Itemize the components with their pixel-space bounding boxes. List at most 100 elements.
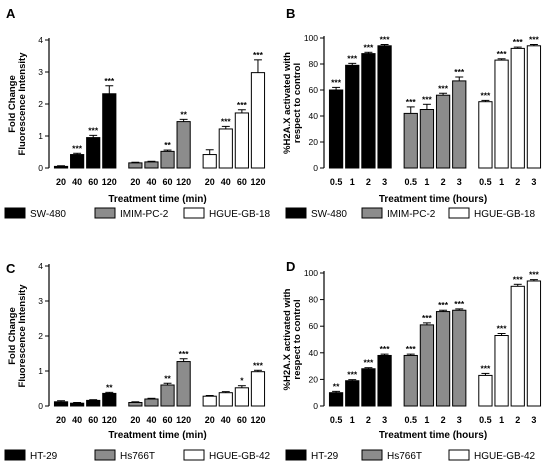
x-tick-label: 120	[102, 415, 117, 425]
significance-label: ***	[454, 67, 465, 77]
x-tick-label: 2	[441, 177, 446, 187]
bar	[452, 80, 467, 169]
x-tick-label: 20	[205, 177, 215, 187]
bar	[250, 371, 266, 407]
significance-label: ***	[480, 90, 491, 100]
y-tick-label: 40	[309, 111, 319, 121]
legend-label: HGUE-GB-42	[474, 451, 536, 462]
bar	[328, 89, 344, 169]
bar	[70, 154, 85, 169]
panel-letter: B	[286, 6, 295, 21]
y-tick-label: 2	[38, 331, 43, 341]
x-axis-label: Treatment time (hours)	[379, 194, 487, 205]
significance-label: ***	[497, 324, 508, 334]
significance-label: ***	[363, 358, 374, 368]
bar	[202, 395, 217, 407]
bar	[176, 361, 191, 407]
legend-label: SW-480	[30, 209, 66, 220]
bar	[70, 402, 85, 407]
x-tick-label: 3	[531, 415, 536, 425]
significance-label: ***	[221, 116, 232, 126]
bar	[510, 47, 525, 169]
y-axis-label-line1: Fold Change	[7, 307, 18, 365]
significance-label: ***	[72, 143, 83, 153]
y-tick-label: 1	[38, 366, 43, 376]
y-axis-label-line2: Fluorescence Intensity	[17, 52, 28, 156]
significance-label: ***	[529, 270, 540, 280]
y-tick-label: 2	[38, 99, 43, 109]
x-tick-label: 2	[515, 415, 520, 425]
x-tick-label: 60	[88, 177, 98, 187]
bar	[419, 324, 435, 407]
x-tick-label: 40	[146, 415, 156, 425]
bar	[202, 154, 217, 169]
significance-label: ***	[88, 125, 99, 135]
y-tick-label: 0	[38, 401, 43, 411]
y-axis-label-line1: %H2A.X activated with	[282, 288, 293, 390]
bar	[102, 392, 117, 407]
x-tick-label: 20	[130, 415, 140, 425]
x-tick-label: 1	[499, 415, 504, 425]
significance-label: ***	[497, 49, 508, 59]
bar	[128, 402, 143, 407]
x-tick-label: 20	[56, 415, 66, 425]
chart-panel-c: C 0 1 2 3 4 Fold Change Fluorescence Intensity 2…	[4, 261, 271, 462]
significance-label: *	[240, 376, 244, 386]
significance-label: ***	[513, 37, 524, 47]
y-tick-label: 80	[309, 295, 319, 305]
bar	[250, 72, 266, 169]
significance-label: ***	[380, 344, 391, 354]
x-tick-label: 0.5	[404, 177, 417, 187]
significance-label: ***	[363, 42, 374, 52]
x-tick-label: 20	[130, 177, 140, 187]
panel-letter: D	[286, 259, 295, 274]
bar	[452, 309, 467, 407]
legend-swatch	[448, 207, 470, 219]
significance-label: ***	[438, 300, 449, 310]
x-tick-label: 0.5	[404, 415, 417, 425]
y-tick-label: 40	[309, 348, 319, 358]
significance-label: ***	[331, 77, 342, 87]
x-tick-label: 40	[72, 177, 82, 187]
bar	[478, 374, 493, 407]
x-tick-label: 1	[350, 415, 355, 425]
bar	[526, 280, 542, 407]
bar	[435, 311, 451, 407]
y-tick-label: 20	[309, 374, 319, 384]
bar	[176, 121, 191, 169]
legend-swatch	[94, 449, 116, 461]
legend-swatch	[285, 207, 307, 219]
panel-letter: C	[6, 261, 16, 276]
significance-label: ***	[380, 35, 391, 45]
x-tick-label: 60	[88, 415, 98, 425]
legend-swatch	[4, 449, 26, 461]
bar	[494, 335, 509, 407]
y-axis-label-line1: Fold Change	[7, 75, 18, 133]
y-tick-label: 100	[304, 33, 318, 43]
x-tick-label: 120	[250, 177, 265, 187]
significance-label: ***	[529, 35, 540, 45]
bar	[86, 137, 101, 169]
x-tick-label: 40	[221, 177, 231, 187]
significance-label: **	[164, 140, 171, 150]
chart-panel-a: A 0 1 2 3 4 Fold Change Fluorescence Intensity 2…	[4, 6, 271, 220]
y-tick-label: 20	[309, 137, 319, 147]
x-tick-label: 1	[499, 177, 504, 187]
y-axis-label-line2: respect to control	[292, 299, 303, 379]
bar	[494, 59, 509, 169]
legend-label: Hs766T	[120, 451, 155, 462]
x-tick-label: 2	[366, 177, 371, 187]
x-tick-label: 120	[176, 415, 191, 425]
x-tick-label: 1	[424, 177, 429, 187]
x-tick-label: 20	[205, 415, 215, 425]
y-axis-label-line2: Fluorescence Intensity	[17, 284, 28, 388]
bar	[328, 392, 344, 407]
bar	[403, 112, 418, 169]
significance-label: **	[164, 373, 171, 383]
significance-label: ***	[104, 76, 115, 86]
significance-label: ***	[422, 94, 433, 104]
bar	[53, 165, 69, 169]
x-tick-label: 60	[237, 415, 247, 425]
x-tick-label: 120	[250, 415, 265, 425]
bar	[361, 368, 376, 407]
